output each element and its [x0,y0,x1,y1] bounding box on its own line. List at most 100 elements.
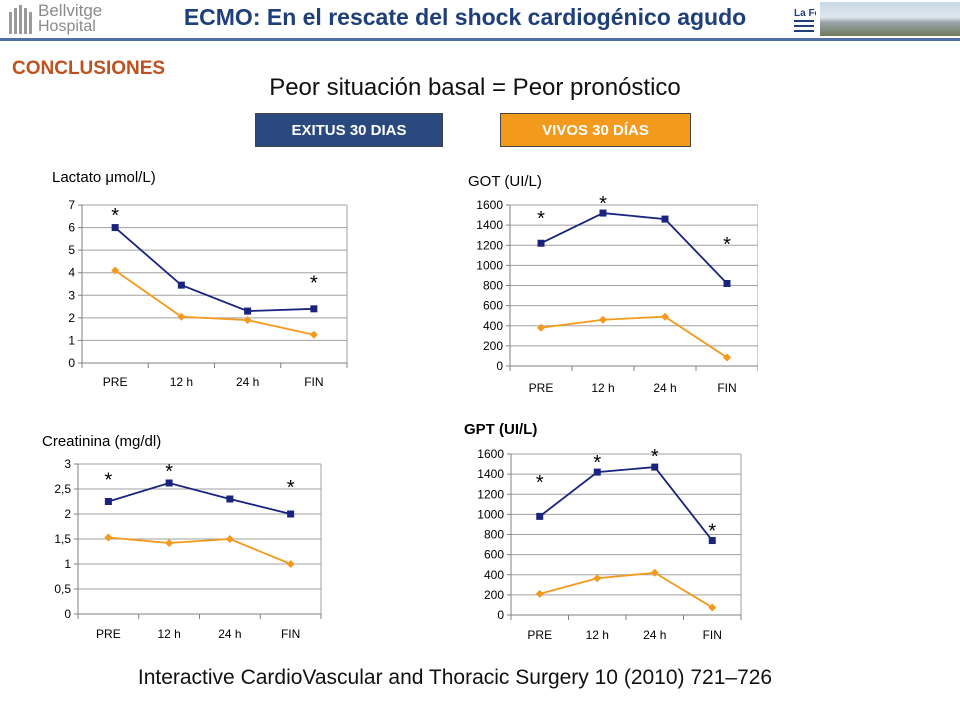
legend-vivos: VIVOS 30 DÍAS [500,113,691,147]
y-tick-label: 0 [497,608,504,622]
y-tick-label: 1 [68,333,75,347]
x-tick-label: 12 h [157,627,180,641]
data-point-vivos [535,589,544,598]
y-tick-label: 1400 [476,218,503,232]
section-label: CONCLUSIONES [12,58,166,79]
data-point-vivos [111,266,120,275]
data-point-exitus [599,209,607,217]
logo-sub: Hospital [38,18,96,35]
data-point-exitus [593,468,601,476]
series-line-exitus [114,226,314,312]
x-tick-label: FIN [281,627,300,641]
chart-title: GOT (UI/L) [468,173,542,190]
data-point-vivos [708,603,717,612]
data-point-exitus [536,512,544,520]
logo-name: Bellvitge [38,1,103,20]
gpt-chart: GPT (UI/L) 0 200 400 600 800 1000 1200 1400 1600 P… [464,421,742,642]
data-point-vivos [537,323,545,332]
y-tick-label: 1 [64,557,71,571]
lactato-chart: Lactato μmol/L) 0 1 2 3 4 5 6 7 PRE 12 h 24 h FIN * * [52,169,348,389]
x-tick-label: PRE [527,628,552,642]
y-tick-label: 7 [68,198,75,212]
data-point-vivos [650,568,659,577]
y-tick-label: 4 [68,266,75,280]
y-tick-label: 400 [484,568,504,582]
data-point-exitus [651,463,659,471]
data-point-vivos [104,533,113,542]
x-tick-label: PRE [96,627,121,641]
chart-title: Creatinina (mg/dl) [42,433,161,450]
y-tick-label: 800 [484,528,504,542]
x-tick-label: 12 h [591,381,614,395]
y-tick-label: 600 [484,548,504,562]
bellvitge-logo: Bellvitge Hospital [8,2,148,38]
y-tick-label: 600 [483,299,503,313]
citation: Interactive CardioVascular and Thoracic … [137,666,773,689]
header-divider [0,38,960,41]
y-tick-label: 0 [68,356,75,370]
data-point-exitus [661,215,669,223]
x-tick-label: PRE [529,381,554,395]
data-point-vivos [599,315,607,324]
data-point-vivos [177,312,186,321]
significance-marker: * [537,208,545,230]
y-tick-label: 0 [64,607,71,621]
chart-title: Lactato μmol/L) [52,169,156,186]
y-tick-label: 2 [68,311,75,325]
y-tick-label: 0,5 [54,582,71,596]
y-tick-label: 400 [483,319,503,333]
data-point-exitus [723,279,731,287]
chart-title: GPT (UI/L) [464,421,537,438]
series-line-exitus [540,212,728,285]
significance-marker: * [310,272,318,294]
data-point-vivos [723,353,731,362]
significance-marker: * [287,477,295,499]
bellvitge-logo-icon [9,5,32,34]
x-tick-label: FIN [304,375,323,389]
x-tick-label: 24 h [236,375,259,389]
significance-marker: * [536,472,544,494]
series-line-exitus [539,466,713,542]
la-fe-logo: La Fe [794,8,816,32]
significance-marker: * [708,520,716,542]
significance-marker: * [599,193,607,215]
data-point-exitus [537,239,545,247]
y-tick-label: 800 [483,279,503,293]
got-chart: GOT (UI/L) 0 200 400 600 800 1000 1200 1400 1600 P… [468,173,758,395]
y-tick-label: 1600 [477,447,504,461]
data-point-vivos [165,539,174,547]
y-tick-label: 200 [484,588,504,602]
significance-marker: * [111,205,119,227]
significance-marker: * [165,461,173,483]
data-point-vivos [243,316,252,325]
data-point-exitus [111,224,119,232]
la-fe-logo-text: La Fe [794,8,816,19]
data-point-exitus [708,537,716,545]
legend-exitus: EXITUS 30 DIAS [255,113,443,147]
y-tick-label: 1600 [476,198,503,212]
x-tick-label: FIN [717,381,736,395]
data-point-exitus [310,305,318,313]
slide-subtitle: Peor situación basal = Peor pronóstico [269,74,681,101]
creatinina-chart: Creatinina (mg/dl) 0 0,5 1 1,5 2 2,5 3 PRE 12 h 24… [42,433,322,641]
x-tick-label: 24 h [643,628,666,642]
y-tick-label: 2,5 [54,482,71,496]
series-line-vivos [539,571,713,609]
x-tick-label: 24 h [653,381,676,395]
data-point-exitus [287,510,295,518]
y-tick-label: 5 [68,243,75,257]
y-tick-label: 1200 [477,487,504,501]
data-point-vivos [225,535,234,543]
significance-marker: * [723,234,731,256]
series-line-vivos [540,315,728,359]
x-tick-label: 12 h [170,375,193,389]
page-title: ECMO: En el rescate del shock cardiogéni… [183,4,747,30]
y-tick-label: 1,5 [54,532,71,546]
data-point-exitus [226,495,234,503]
data-point-exitus [165,479,173,487]
hospital-photo [820,2,960,36]
data-point-vivos [309,330,318,339]
series-line-vivos [114,269,315,336]
y-tick-label: 3 [64,457,71,471]
y-tick-label: 1400 [477,467,504,481]
